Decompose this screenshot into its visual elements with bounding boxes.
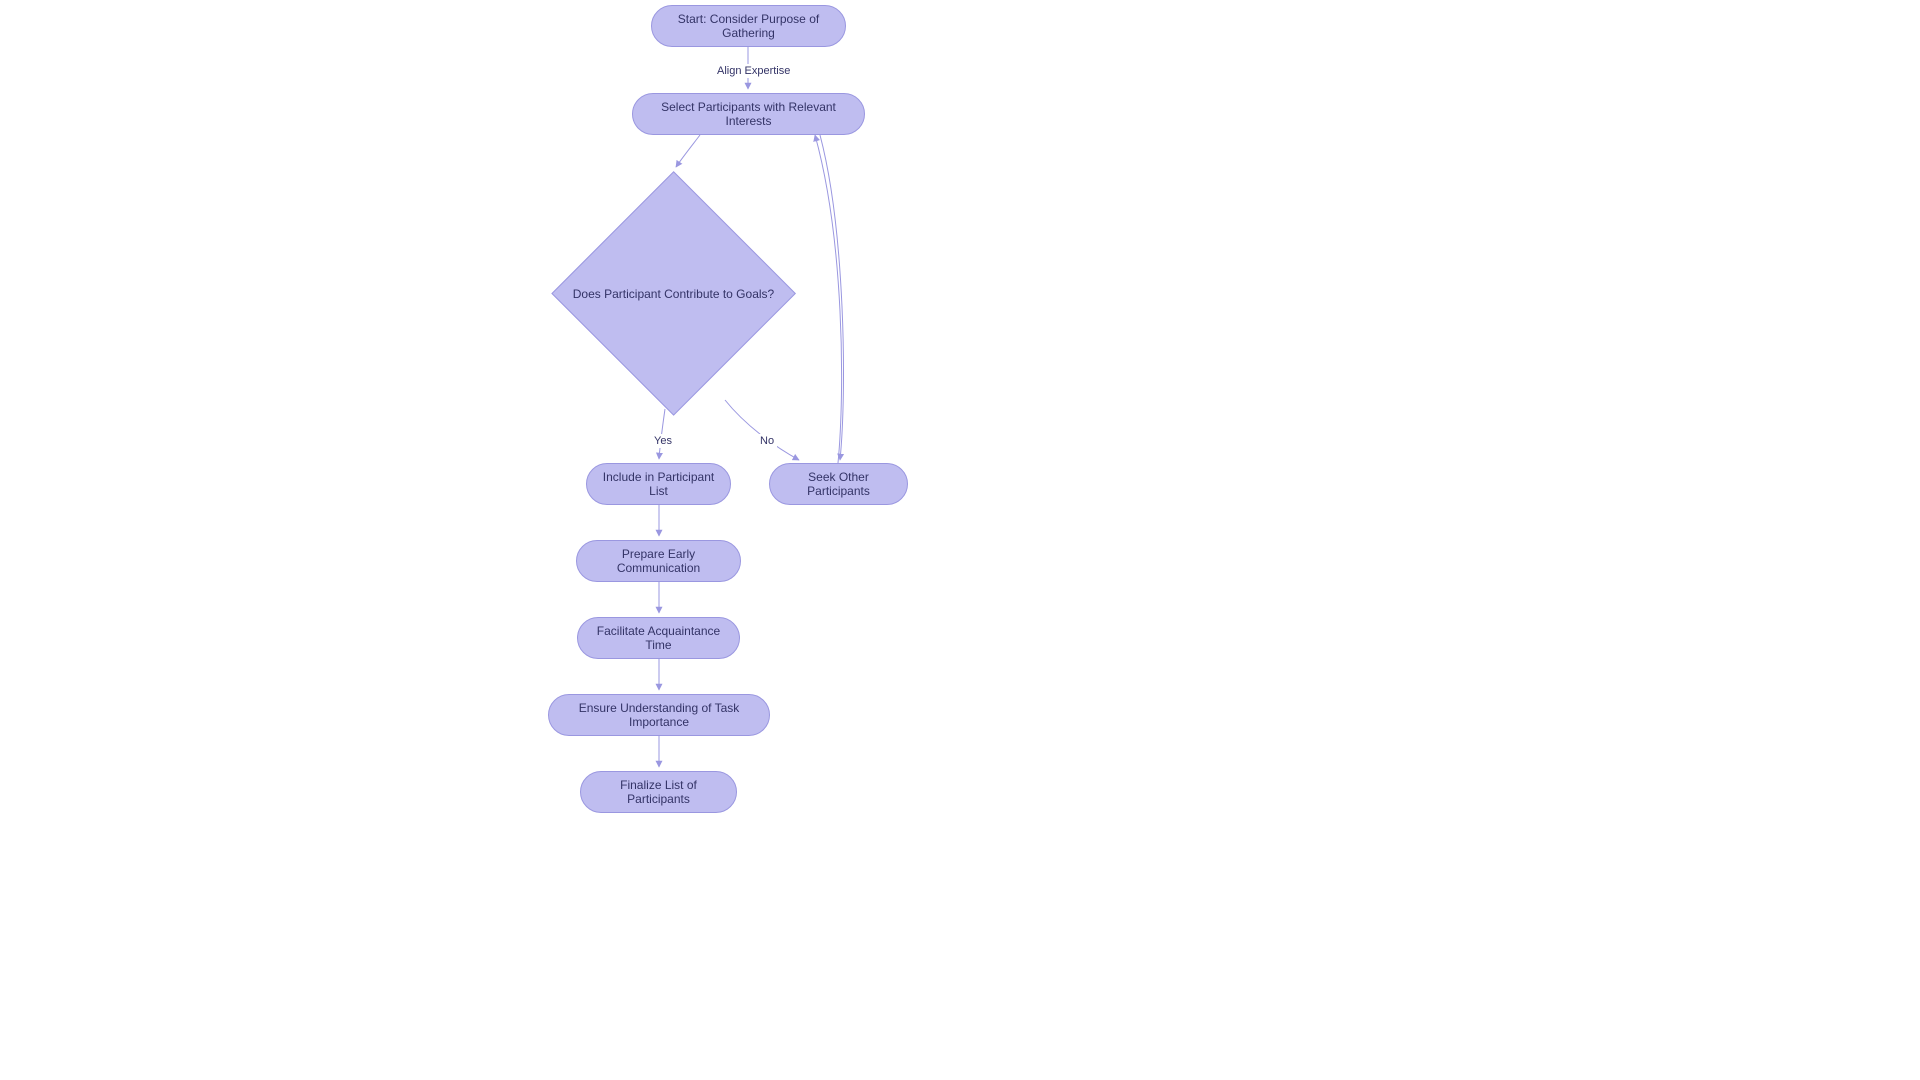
node-label: Finalize List of Participants <box>593 778 724 806</box>
node-prepare: Prepare Early Communication <box>576 540 741 582</box>
node-include: Include in Participant List <box>586 463 731 505</box>
node-label: Ensure Understanding of Task Importance <box>561 701 757 729</box>
edge <box>820 135 843 460</box>
node-seek: Seek Other Participants <box>769 463 908 505</box>
node-label: Seek Other Participants <box>782 470 895 498</box>
node-label: Does Participant Contribute to Goals? <box>551 171 796 416</box>
edge-label-align: Align Expertise <box>714 64 793 78</box>
edge-label-yes: Yes <box>651 434 675 448</box>
flowchart-edges <box>0 0 1920 1080</box>
node-label: Start: Consider Purpose of Gathering <box>664 12 833 40</box>
node-label: Include in Participant List <box>599 470 718 498</box>
node-ensure: Ensure Understanding of Task Importance <box>548 694 770 736</box>
edge <box>815 135 842 463</box>
node-label: Facilitate Acquaintance Time <box>590 624 727 652</box>
node-facilitate: Facilitate Acquaintance Time <box>577 617 740 659</box>
node-decision: Does Participant Contribute to Goals? <box>551 171 796 416</box>
node-label: Select Participants with Relevant Intere… <box>645 100 852 128</box>
node-finalize: Finalize List of Participants <box>580 771 737 813</box>
node-select: Select Participants with Relevant Intere… <box>632 93 865 135</box>
node-label: Prepare Early Communication <box>589 547 728 575</box>
edge <box>676 135 700 167</box>
node-start: Start: Consider Purpose of Gathering <box>651 5 846 47</box>
edge-label-no: No <box>757 434 777 448</box>
